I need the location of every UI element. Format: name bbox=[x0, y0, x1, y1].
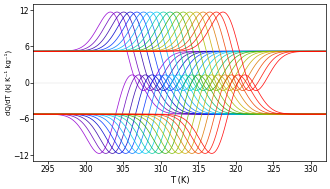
X-axis label: T (K): T (K) bbox=[170, 176, 189, 185]
Y-axis label: dQ/dT (kJ K⁻¹ kg⁻¹): dQ/dT (kJ K⁻¹ kg⁻¹) bbox=[4, 50, 12, 115]
